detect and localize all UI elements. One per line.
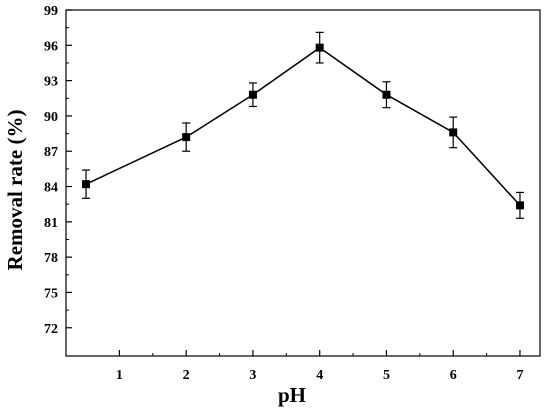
x-tick-label: 3: [249, 368, 256, 383]
y-tick-label: 99: [44, 4, 58, 19]
data-point: [248, 90, 257, 99]
y-tick-label: 90: [44, 110, 58, 125]
y-tick-label: 96: [44, 39, 58, 54]
y-tick-label: 75: [44, 286, 58, 301]
data-point: [315, 43, 324, 52]
x-tick-label: 7: [516, 368, 523, 383]
plot-frame: [65, 9, 541, 357]
x-tick-label: 4: [316, 368, 323, 383]
y-axis-title: Removal rate (%): [3, 110, 27, 271]
x-tick-label: 1: [116, 368, 123, 383]
x-axis-title: pH: [278, 383, 306, 407]
data-point: [449, 128, 458, 137]
x-tick-label: 6: [450, 368, 457, 383]
y-tick-label: 93: [44, 75, 58, 90]
x-tick-label: 2: [183, 368, 190, 383]
y-tick-label: 72: [44, 322, 58, 337]
y-tick-label: 84: [44, 181, 58, 196]
data-point: [515, 201, 524, 210]
data-point: [82, 180, 91, 189]
series-line: [85, 46, 521, 206]
x-tick-label: 5: [383, 368, 390, 383]
y-tick-label: 81: [44, 216, 58, 231]
y-tick-label: 78: [44, 251, 58, 266]
data-point: [182, 133, 191, 142]
y-tick-label: 87: [44, 145, 58, 160]
plot-area: 72 75 78 81 84 87 90 93 96 99 1 2 3 4 5 6 7: [44, 4, 541, 383]
data-point: [382, 90, 391, 99]
